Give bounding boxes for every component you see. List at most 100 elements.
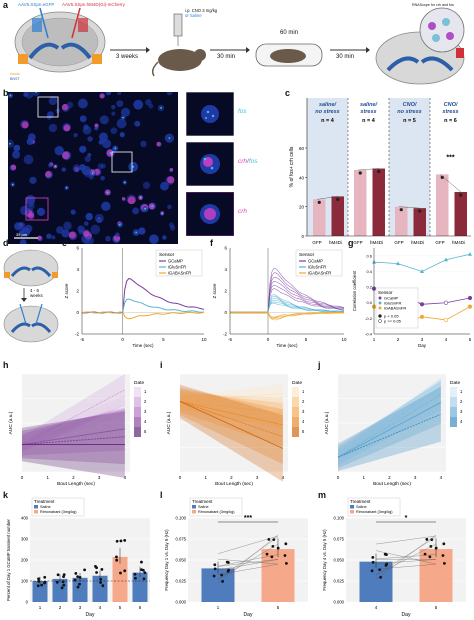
- y-tick-label: 6: [76, 246, 79, 251]
- nucleus-dot: [119, 132, 125, 138]
- x-tick-label: 5: [305, 337, 308, 342]
- data-point: [377, 169, 381, 174]
- weeks-label-2: weeks: [30, 293, 43, 298]
- x-axis-label: Day: [244, 612, 253, 618]
- nucleus-dot: [29, 176, 37, 184]
- data-point: [428, 555, 432, 559]
- data-point: [443, 561, 446, 565]
- inset-fos-label: fos: [238, 108, 247, 115]
- legend-tick: 5: [144, 429, 147, 434]
- data-point: [419, 302, 425, 307]
- regression-line: [337, 402, 442, 458]
- bar: [72, 577, 88, 602]
- legend-color-block: [134, 397, 141, 407]
- pair-line: [217, 536, 279, 580]
- group-title-2: stress: [442, 109, 458, 115]
- y-tick-label: 100: [21, 579, 29, 584]
- data-point: [265, 552, 269, 556]
- data-point: [442, 542, 446, 546]
- fos-signal-dot: [122, 116, 124, 119]
- arrow-2: [210, 47, 250, 53]
- x-axis-label: Time (sec): [132, 343, 154, 348]
- legend-title: Treatment: [192, 499, 213, 504]
- significance-label: ***: [446, 155, 454, 162]
- data-point: [134, 576, 137, 580]
- nucleus-dot: [132, 207, 140, 215]
- y-axis-label: AUC (a.u.): [166, 411, 172, 434]
- y-tick-label: 0.025: [334, 579, 345, 584]
- x-tick-label: 5: [435, 605, 438, 610]
- y-tick-label: 0.100: [334, 516, 345, 521]
- bar: [454, 192, 467, 236]
- data-point: [285, 561, 288, 565]
- x-tick-label: GFP: [353, 240, 362, 245]
- x-tick-label: GFP: [312, 240, 321, 245]
- legend-marker: [378, 314, 382, 318]
- data-point: [78, 575, 82, 579]
- data-point: [100, 568, 104, 571]
- nucleus-dot: [169, 225, 176, 231]
- group-title-1: saline/: [319, 102, 338, 108]
- virus-right-label: AAV5.SSpn.hM4D(Gi)-mCherry: [62, 2, 125, 7]
- data-point: [467, 295, 473, 301]
- x-tick-label: 1: [46, 475, 49, 480]
- nucleus-dot: [110, 127, 118, 135]
- regression-line: [179, 401, 284, 438]
- y-tick-label: -2: [223, 332, 227, 337]
- data-point: [383, 552, 387, 556]
- inset-crh-fos-slash: /: [247, 158, 249, 165]
- group-title-1: saline/: [360, 102, 379, 108]
- legend-entry: Saline: [356, 505, 367, 509]
- data-point: [317, 200, 321, 204]
- legend-color-block: [292, 397, 299, 407]
- panel-label-m: m: [318, 490, 327, 500]
- fos-signal-dot: [65, 186, 68, 189]
- legend-tick: 2: [302, 399, 305, 404]
- crh-signal-dot: [169, 167, 174, 172]
- crh-signal-dot: [121, 196, 126, 201]
- nucleus-dot: [51, 235, 56, 240]
- crh-signal-dot: [21, 121, 29, 129]
- nucleus-dot: [32, 92, 40, 97]
- x-tick-label: 0: [21, 475, 24, 480]
- fos-signal-dot: [35, 92, 37, 94]
- y-tick-label: 40: [299, 175, 305, 180]
- legend-tick: 4: [302, 419, 305, 424]
- fos-signal-dot: [9, 142, 11, 145]
- x-tick-label: 4: [124, 475, 127, 480]
- confidence-band: [338, 386, 441, 472]
- sensor-zscore-plot-e: -5 0 5 10 -2 0 2 4 6 Time (sec) Z score SensorGCaMP…: [64, 246, 207, 349]
- nucleus-dot: [56, 226, 64, 234]
- data-point: [36, 584, 40, 588]
- x-tick-label: 4: [99, 605, 102, 610]
- down-arrow: [21, 288, 27, 302]
- data-point: [119, 571, 122, 575]
- panel-g: g -0.4 -0.2 0.0 0.2 0.4 0.6 1 2 3 4 5 Day Correlatio…: [348, 238, 474, 348]
- data-point: [213, 563, 217, 567]
- confidence-band: [22, 374, 125, 453]
- nucleus-dot: [100, 175, 105, 181]
- data-point: [418, 209, 422, 213]
- legend-color-block: [292, 407, 299, 417]
- nucleus-dot: [28, 203, 35, 210]
- nucleus-dot: [13, 144, 21, 152]
- nucleus-dot: [23, 92, 29, 97]
- bar: [261, 549, 295, 602]
- legend-box: [31, 497, 85, 517]
- data-point: [99, 581, 102, 584]
- y-tick-label: 0.000: [334, 600, 345, 605]
- nucleus-dot: [85, 212, 93, 221]
- bar: [354, 170, 367, 236]
- fos-signal-dot: [123, 181, 126, 184]
- legend-tick: 2: [460, 399, 463, 404]
- data-point: [115, 555, 118, 559]
- legend-entry: Rimonabant (3mg/kg): [40, 510, 77, 514]
- sensor-trace: [229, 272, 345, 314]
- data-point: [276, 546, 280, 550]
- y-tick-label: 0.075: [176, 537, 187, 542]
- x-tick-label: 1: [217, 605, 220, 610]
- nucleus-dot: [25, 194, 36, 205]
- brain-diagram-d1: [3, 249, 59, 287]
- fos-signal-dot: [118, 223, 121, 226]
- roi-box-2: [111, 151, 133, 173]
